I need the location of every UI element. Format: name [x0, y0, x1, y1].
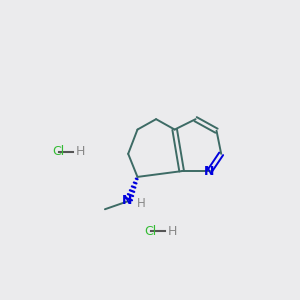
Text: Cl: Cl — [145, 225, 157, 238]
Text: H: H — [76, 145, 85, 158]
Text: H: H — [136, 197, 145, 210]
Text: N: N — [122, 194, 132, 206]
Text: Cl: Cl — [52, 145, 65, 158]
Text: H: H — [168, 225, 177, 238]
Text: N: N — [204, 165, 215, 178]
